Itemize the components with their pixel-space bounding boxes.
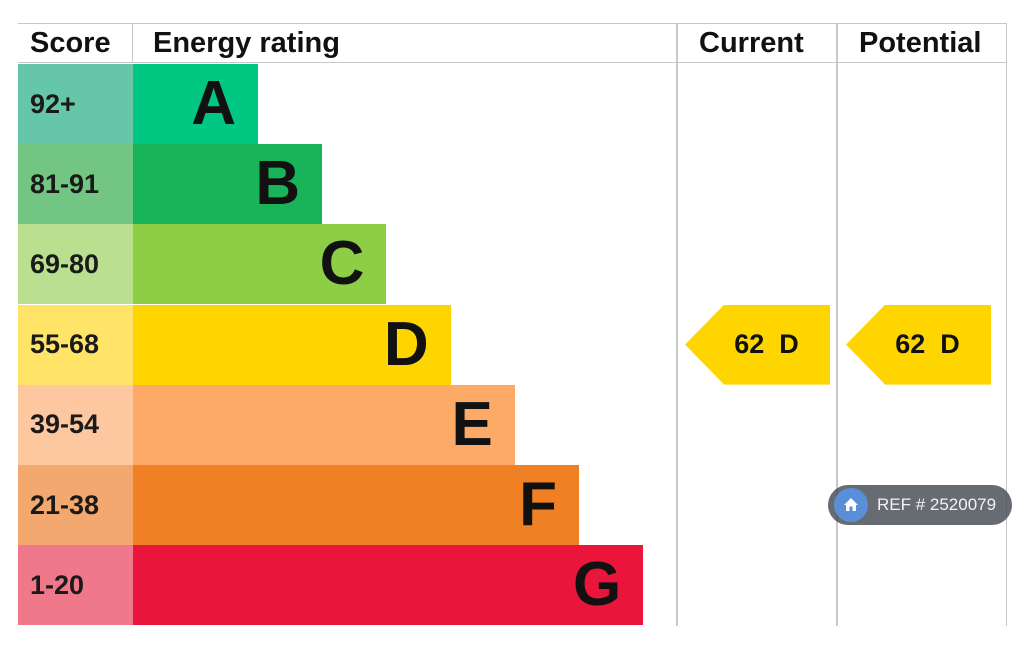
frame-current-left bbox=[676, 23, 678, 626]
band-letter-b: B bbox=[255, 149, 301, 219]
ref-text: REF # 2520079 bbox=[877, 495, 997, 514]
header-score: Score bbox=[30, 27, 111, 59]
frame-right-edge bbox=[1006, 23, 1007, 626]
score-range-b: 81-91 bbox=[18, 144, 133, 225]
score-range-d: 55-68 bbox=[18, 304, 133, 385]
score-range-e: 39-54 bbox=[18, 384, 133, 465]
score-range-a: 92+ bbox=[18, 64, 133, 144]
band-letter-a: A bbox=[191, 69, 236, 138]
frame-header-line bbox=[18, 62, 1007, 63]
band-letter-d: D bbox=[383, 309, 429, 379]
band-letter-g: G bbox=[572, 550, 622, 620]
band-letter-c: C bbox=[319, 229, 365, 299]
potential-rating-label: 62 D bbox=[895, 329, 960, 360]
current-rating-arrow: 62 D bbox=[685, 304, 830, 385]
band-b: B bbox=[133, 144, 323, 225]
header-energy-rating: Energy rating bbox=[153, 27, 340, 59]
frame-potential-left bbox=[836, 23, 838, 626]
score-range-c: 69-80 bbox=[18, 224, 133, 305]
score-range-g: 1-20 bbox=[18, 545, 133, 626]
band-e: E bbox=[133, 384, 515, 465]
potential-rating-arrow: 62 D bbox=[846, 304, 991, 385]
band-letter-f: F bbox=[519, 470, 557, 539]
score-range-f: 21-38 bbox=[18, 465, 133, 545]
current-rating-label: 62 D bbox=[734, 329, 799, 360]
header-potential: Potential bbox=[859, 27, 982, 59]
band-letter-e: E bbox=[451, 389, 493, 459]
band-f: F bbox=[133, 465, 579, 545]
frame-score-divider bbox=[132, 23, 133, 63]
frame-top-line bbox=[18, 23, 1007, 24]
band-c: C bbox=[133, 224, 387, 305]
header-current: Current bbox=[699, 27, 804, 59]
band-d: D bbox=[133, 304, 451, 385]
ref-badge: REF # 2520079 bbox=[828, 485, 1012, 525]
home-icon bbox=[834, 488, 868, 522]
band-g: G bbox=[133, 545, 644, 626]
band-a: A bbox=[133, 64, 258, 144]
